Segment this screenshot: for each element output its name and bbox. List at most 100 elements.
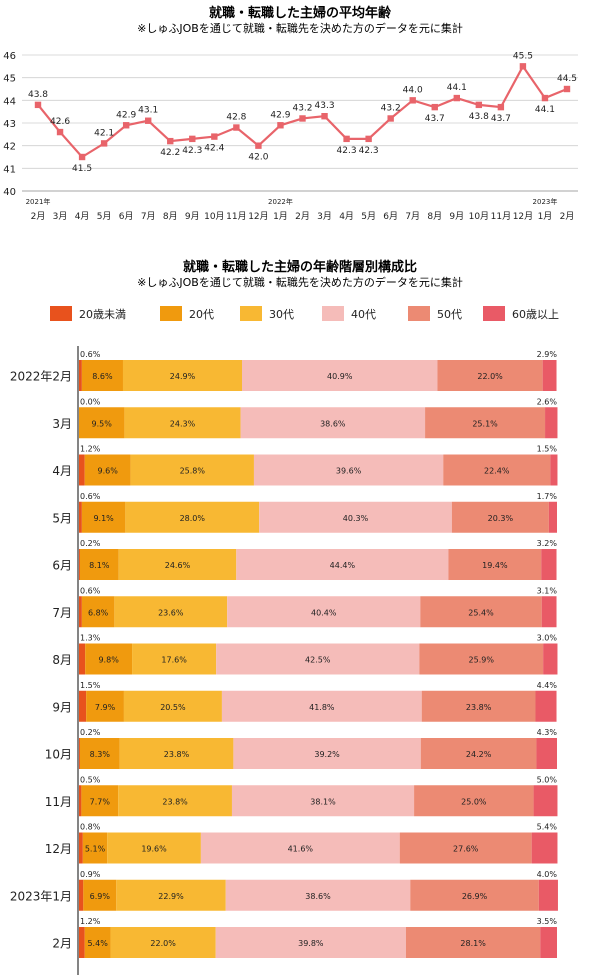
segment-label: 22.4%: [484, 467, 510, 476]
bar-segment: [233, 738, 421, 769]
segment-label: 3.2%: [537, 539, 558, 548]
bar-segment: [533, 785, 558, 817]
data-label: 42.3: [182, 146, 202, 156]
x-tick-label: 10月: [204, 211, 224, 222]
legend-swatch: [408, 306, 430, 321]
x-tick-label: 8月: [163, 211, 178, 222]
x-year-label: 2021年: [26, 197, 51, 206]
segment-label: 25.9%: [469, 656, 495, 665]
data-label: 42.4: [204, 144, 224, 154]
legend-label: 60歳以上: [512, 308, 559, 321]
bar-segment: [540, 927, 557, 958]
data-label: 42.1: [94, 128, 114, 138]
bar-segment: [221, 690, 422, 722]
bar-segment: [419, 643, 544, 675]
x-tick-label: 6月: [383, 211, 398, 222]
category-label: 2023年1月: [10, 889, 72, 903]
category-label: 3月: [52, 417, 72, 431]
bar-segment: [227, 596, 421, 628]
y-tick-label: 44: [3, 96, 16, 107]
data-point: [100, 140, 108, 147]
bar-segment: [81, 501, 126, 533]
segment-label: 8.1%: [89, 561, 110, 570]
bar-segment: [425, 407, 546, 439]
data-label: 42.9: [270, 110, 290, 120]
data-label: 45.5: [513, 51, 533, 61]
segment-label: 1.3%: [80, 634, 101, 643]
legend-swatch: [483, 306, 505, 321]
segment-label: 40.9%: [327, 372, 353, 381]
bar-segment: [451, 501, 549, 533]
stack-chart: 2022年2月 0.6% 8.6% 24.9% 40.9% 22.0% 2.9% 3月 0.0%…: [10, 346, 558, 975]
segment-label: 0.9%: [80, 870, 101, 879]
bar-segment: [543, 643, 558, 675]
bar-segment: [542, 360, 557, 391]
y-tick-label: 41: [3, 164, 16, 175]
bar-segment: [420, 738, 537, 769]
segment-label: 5.4%: [537, 823, 558, 832]
legend-swatch: [240, 306, 262, 321]
bar-segment: [421, 690, 536, 722]
data-label: 44.1: [535, 105, 555, 115]
segment-label: 6.9%: [90, 892, 111, 901]
bar-segment: [119, 738, 234, 769]
data-point: [321, 113, 328, 120]
x-tick-label: 1月: [538, 211, 553, 222]
x-tick-label: 3月: [317, 211, 332, 222]
data-label: 42.2: [160, 148, 180, 158]
data-point: [387, 115, 394, 122]
segment-label: 9.5%: [92, 419, 113, 428]
legend-swatch: [160, 306, 182, 321]
segment-label: 38.1%: [310, 797, 336, 806]
bar-segment: [118, 549, 237, 580]
bar-segment: [79, 879, 84, 911]
bar-segment: [79, 690, 87, 722]
segment-label: 9.6%: [98, 467, 119, 476]
segment-label: 40.3%: [343, 514, 369, 523]
segment-label: 27.6%: [453, 845, 479, 854]
x-tick-label: 4月: [339, 211, 354, 222]
x-tick-label: 6月: [119, 211, 134, 222]
bar-segment: [410, 879, 539, 911]
segment-label: 19.4%: [482, 561, 508, 570]
segment-label: 3.1%: [537, 586, 558, 595]
segment-label: 40.4%: [311, 608, 337, 617]
stack-chart-subtitle: ※しゅふJOBを通じて就職・転職先を決めた方のデータを元に集計: [137, 275, 463, 289]
segment-label: 1.7%: [537, 492, 558, 501]
bar-segment: [81, 785, 119, 817]
segment-label: 23.8%: [164, 750, 190, 759]
bar-segment: [79, 549, 119, 580]
x-tick-label: 11月: [491, 211, 511, 222]
legend-label: 20代: [189, 308, 214, 321]
bar-segment: [231, 785, 415, 817]
x-tick-label: 7月: [405, 211, 420, 222]
data-point: [299, 115, 306, 122]
data-point: [56, 128, 64, 136]
data-label: 42.3: [359, 146, 379, 156]
segment-label: 6.8%: [88, 608, 109, 617]
data-point: [563, 85, 571, 93]
data-point: [167, 137, 174, 145]
bar-segment: [84, 927, 111, 958]
category-label: 10月: [45, 748, 72, 762]
segment-label: 23.6%: [158, 608, 184, 617]
bar-segment: [79, 501, 82, 533]
x-tick-label: 9月: [449, 211, 464, 222]
stack-chart-legend: 20歳未満 20代 30代 40代 50代 60歳以上: [50, 306, 559, 321]
category-label: 12月: [45, 842, 72, 856]
x-tick-label: 9月: [185, 211, 200, 222]
data-point: [453, 94, 460, 102]
x-tick-label: 2月: [31, 211, 46, 222]
bar-segment: [79, 927, 85, 958]
category-label: 4月: [52, 464, 72, 478]
segment-label: 9.1%: [93, 514, 114, 523]
data-point: [519, 63, 527, 70]
segment-label: 25.0%: [461, 797, 487, 806]
y-tick-label: 43: [3, 119, 16, 130]
segment-label: 0.2%: [80, 728, 101, 737]
bar-segment: [437, 360, 543, 391]
y-tick-label: 40: [3, 187, 16, 198]
data-label: 43.7: [425, 114, 445, 124]
segment-label: 0.6%: [80, 586, 101, 595]
data-point: [409, 97, 416, 104]
